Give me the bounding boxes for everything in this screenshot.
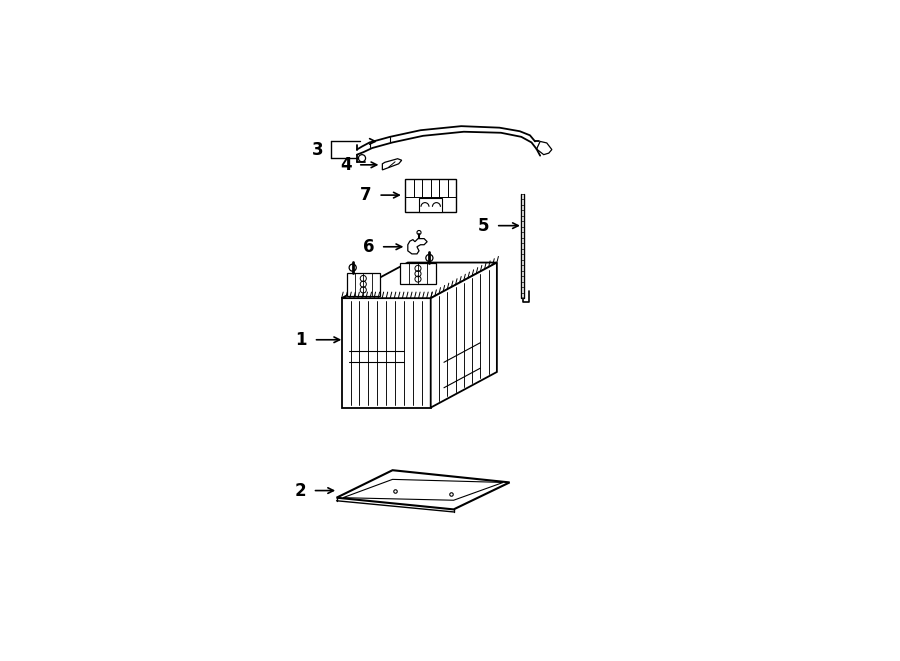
Text: 1: 1 — [295, 330, 307, 349]
Text: 4: 4 — [340, 156, 352, 174]
Polygon shape — [419, 198, 442, 212]
Circle shape — [349, 264, 356, 271]
Text: 3: 3 — [312, 141, 324, 159]
Text: 6: 6 — [363, 238, 374, 256]
Polygon shape — [346, 273, 380, 295]
Text: 7: 7 — [360, 186, 372, 204]
Polygon shape — [431, 262, 497, 408]
Text: 2: 2 — [294, 482, 306, 500]
Polygon shape — [408, 239, 427, 254]
Polygon shape — [405, 178, 456, 212]
Text: 5: 5 — [478, 217, 490, 235]
Polygon shape — [337, 470, 509, 510]
Polygon shape — [382, 159, 401, 170]
Circle shape — [426, 254, 433, 262]
Polygon shape — [342, 262, 497, 298]
Polygon shape — [400, 263, 436, 284]
Circle shape — [417, 231, 421, 235]
Polygon shape — [342, 298, 431, 408]
